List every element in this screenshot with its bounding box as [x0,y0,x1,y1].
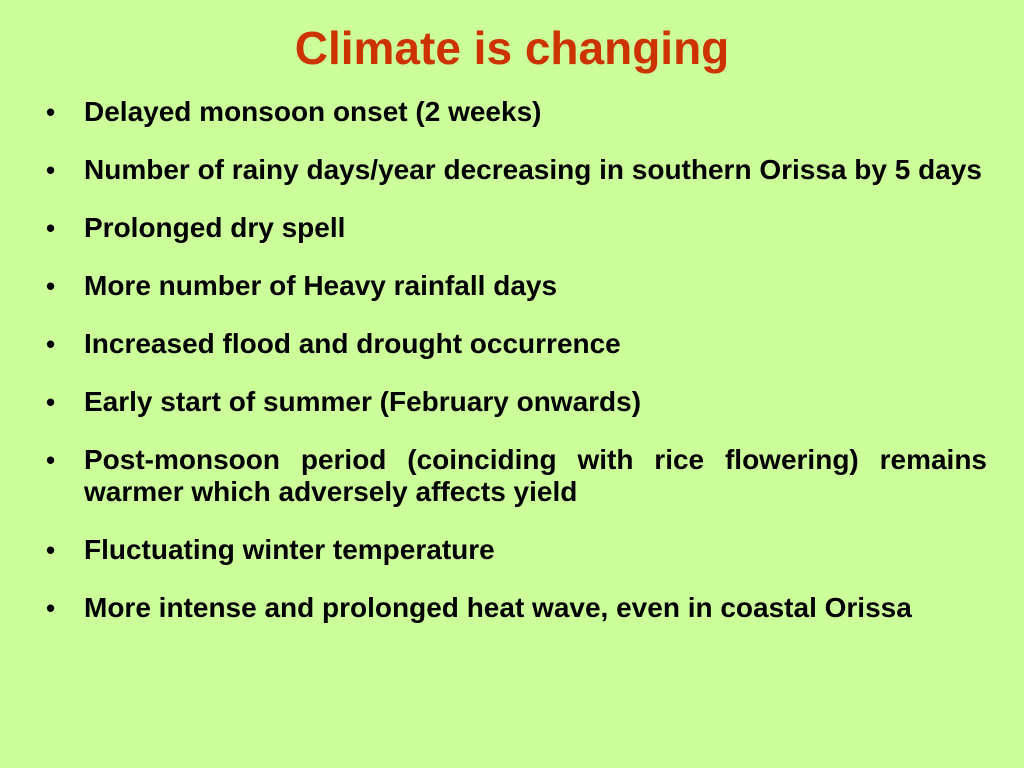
bullet-item: Increased flood and drought occurrence [46,328,987,360]
bullet-item: Fluctuating winter temperature [46,534,987,566]
bullet-item: Post-monsoon period (coinciding with ric… [46,444,987,508]
bullet-item: Delayed monsoon onset (2 weeks) [46,96,987,128]
bullet-item: Number of rainy days/year decreasing in … [46,154,987,186]
slide-title: Climate is changing [294,22,730,74]
bullet-list: Delayed monsoon onset (2 weeks) Number o… [46,96,987,650]
bullet-item: More intense and prolonged heat wave, ev… [46,592,987,624]
bullet-item: Prolonged dry spell [46,212,987,244]
bullet-item: Early start of summer (February onwards) [46,386,987,418]
bullet-item: More number of Heavy rainfall days [46,270,987,302]
